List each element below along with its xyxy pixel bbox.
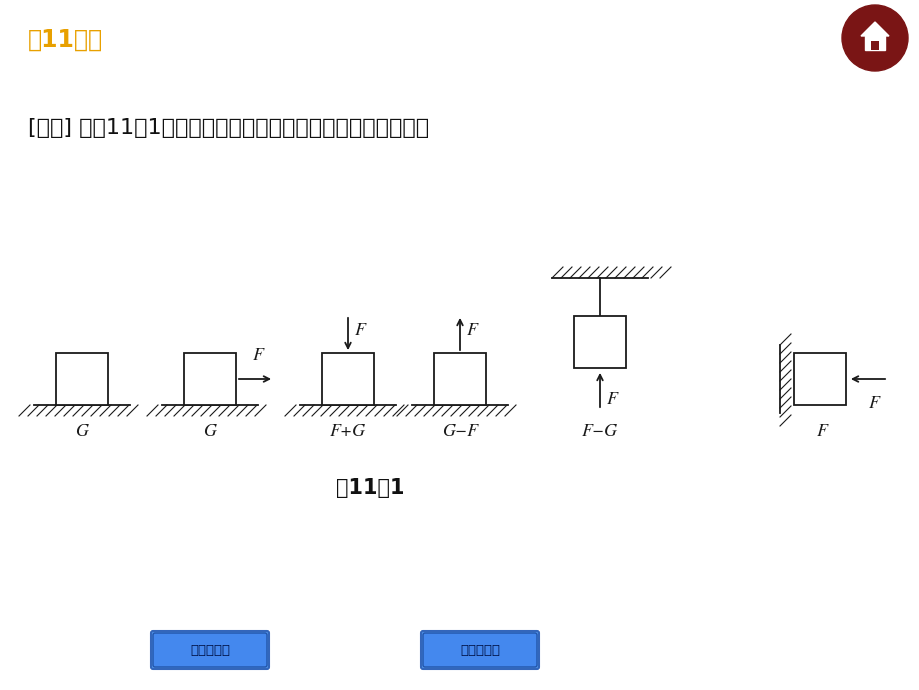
Text: G: G <box>75 423 88 440</box>
Text: F: F <box>607 392 618 408</box>
Text: F: F <box>816 423 826 440</box>
Text: 归类示例》: 归类示例》 <box>460 644 499 658</box>
Circle shape <box>841 5 907 71</box>
FancyBboxPatch shape <box>421 631 539 669</box>
Text: F: F <box>355 323 366 339</box>
Text: [比较] 如图11－1所示是承受面在各种情况下所受压力的大小。: [比较] 如图11－1所示是承受面在各种情况下所受压力的大小。 <box>28 118 428 138</box>
Text: F+G: F+G <box>330 423 366 440</box>
Bar <box>870 41 878 50</box>
Text: F−G: F−G <box>582 423 618 440</box>
Text: 图11－1: 图11－1 <box>335 478 403 498</box>
FancyBboxPatch shape <box>151 631 268 669</box>
FancyBboxPatch shape <box>153 633 267 667</box>
Bar <box>322 353 374 405</box>
Bar <box>56 353 108 405</box>
Text: F: F <box>868 395 879 412</box>
Bar <box>793 353 845 405</box>
Bar <box>573 316 625 368</box>
FancyBboxPatch shape <box>423 633 537 667</box>
Bar <box>434 353 485 405</box>
Text: F: F <box>467 323 478 339</box>
Bar <box>864 36 884 50</box>
Text: G: G <box>203 423 216 440</box>
Text: G−F: G−F <box>441 423 478 440</box>
Polygon shape <box>860 22 888 36</box>
Text: 考点聚焦》: 考点聚焦》 <box>190 644 230 658</box>
Text: F: F <box>252 347 263 364</box>
Text: 第11课时: 第11课时 <box>28 28 103 52</box>
Bar <box>184 353 236 405</box>
